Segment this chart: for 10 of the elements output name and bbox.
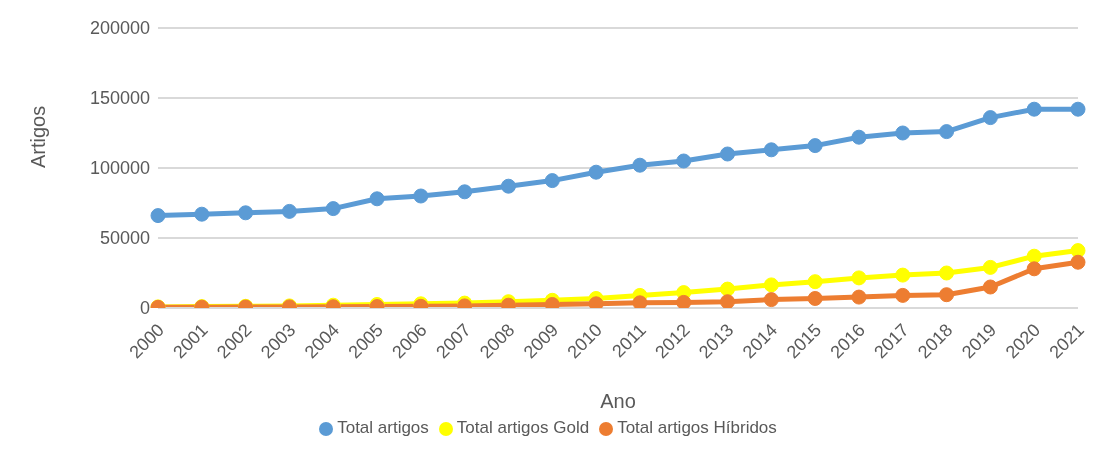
y-tick-label: 0 xyxy=(139,298,150,319)
y-tick-label: 200000 xyxy=(89,18,150,39)
x-axis-title: Ano xyxy=(600,390,636,412)
y-tick-label: 50000 xyxy=(99,228,150,249)
legend-label: Total artigos xyxy=(337,418,429,437)
y-tick-label: 150000 xyxy=(89,88,150,109)
y-tick-label: 100000 xyxy=(89,158,150,179)
y-axis-title: Artigos xyxy=(27,105,50,168)
legend-label: Total artigos Gold xyxy=(456,418,590,437)
legend-label: Total artigos Híbridos xyxy=(617,418,777,437)
